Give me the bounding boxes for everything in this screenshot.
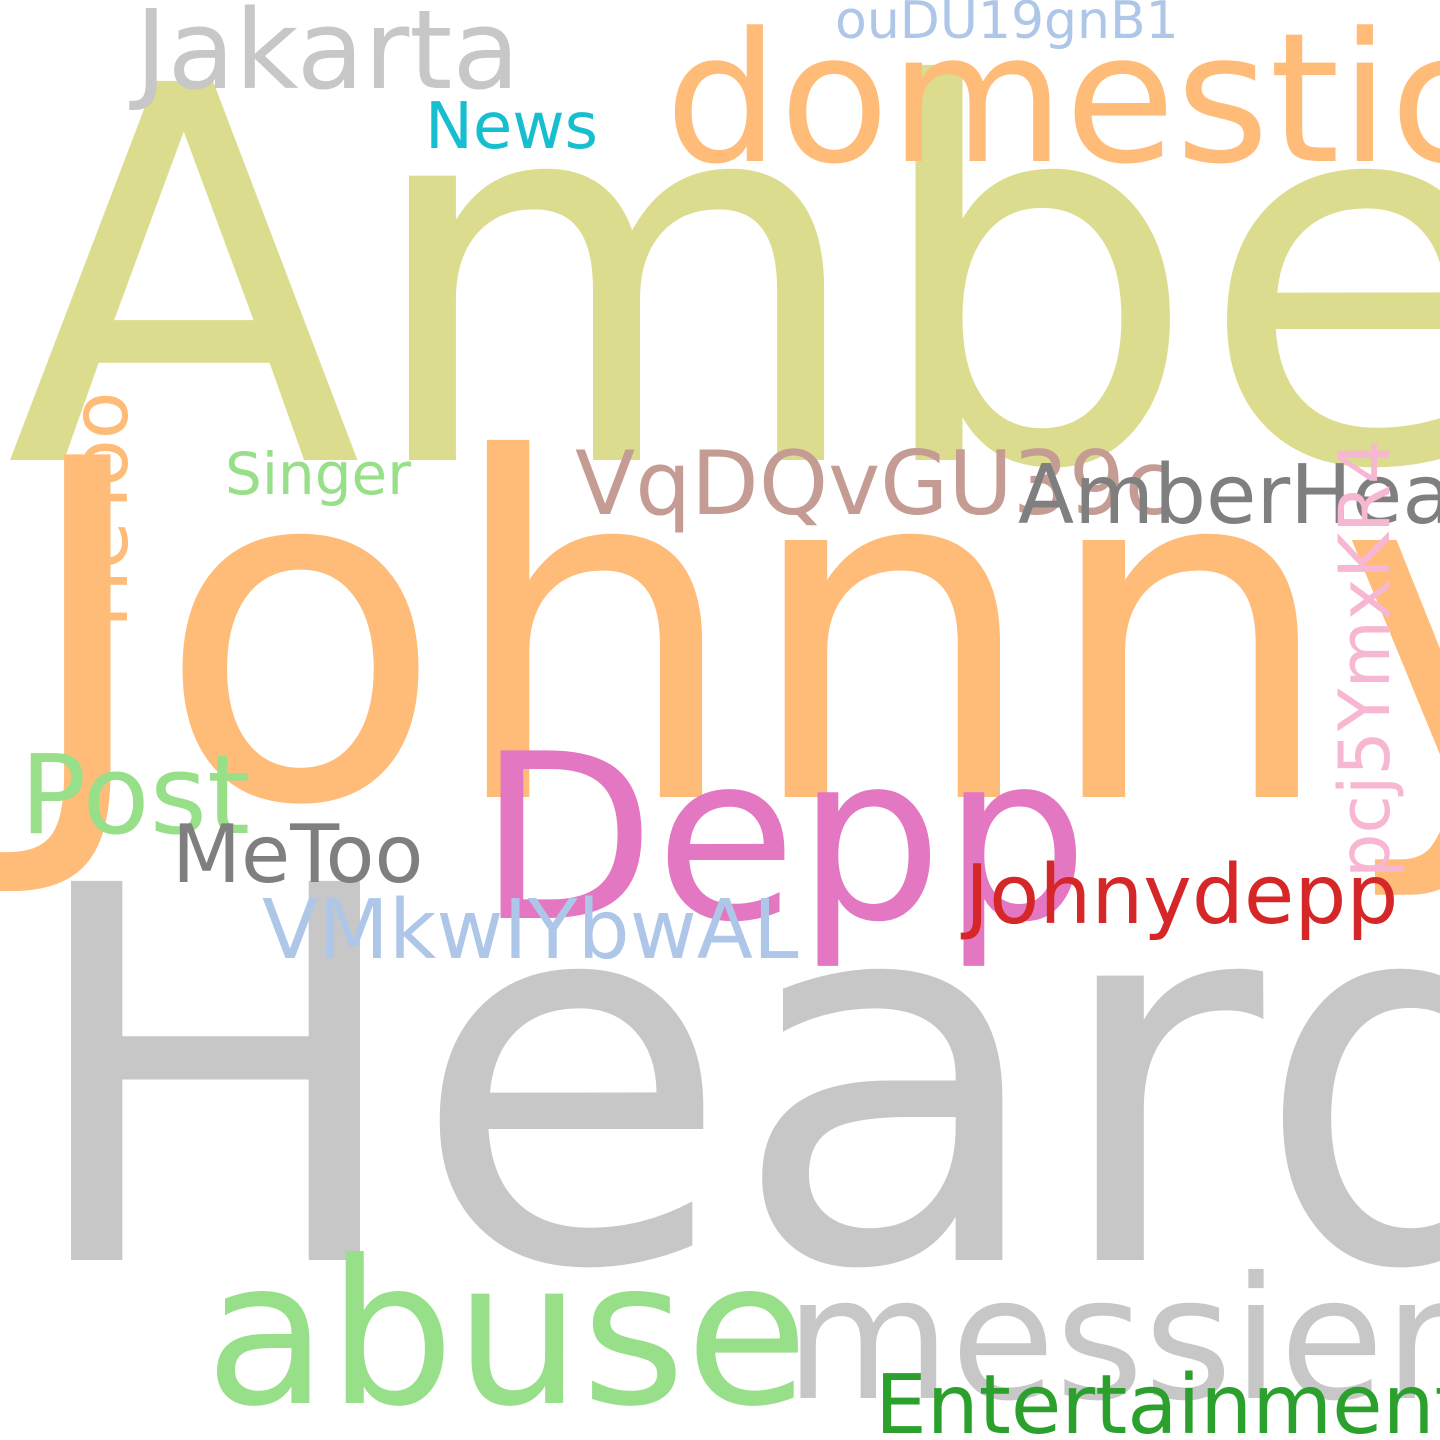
word-pcj5ymxkr4: pcj5YmxKR4: [1324, 439, 1406, 878]
word-news: News: [425, 90, 598, 164]
word-johnydepp: Johnydepp: [965, 848, 1399, 943]
word-jakarta: Jakarta: [135, 0, 520, 114]
word-entertainment: Entertainment: [875, 1358, 1440, 1440]
word-depp: Depp: [478, 706, 1089, 973]
word-vmkwiybwal: VMkwIYbwAL: [262, 883, 799, 978]
word-heard: Heard: [20, 777, 1440, 1383]
word-vqdqvgu39c: VqDQvGU39c: [575, 432, 1174, 535]
word-abuse: abuse: [205, 1218, 809, 1440]
word-hetoo: HeToo: [56, 391, 146, 628]
word-oudu19gnb1: ouDU19gnB1: [835, 0, 1179, 51]
word-metoo: MeToo: [172, 808, 424, 901]
word-amberheard: AmberHeard: [1018, 448, 1440, 543]
word-post: Post: [20, 731, 251, 859]
word-johnny: Johnny: [18, 361, 1440, 908]
word-messier: messier: [785, 1241, 1440, 1439]
word-amber: Amber: [6, 0, 1440, 583]
word-domestic: domestic: [665, 0, 1440, 204]
word-singer: Singer: [225, 440, 412, 508]
